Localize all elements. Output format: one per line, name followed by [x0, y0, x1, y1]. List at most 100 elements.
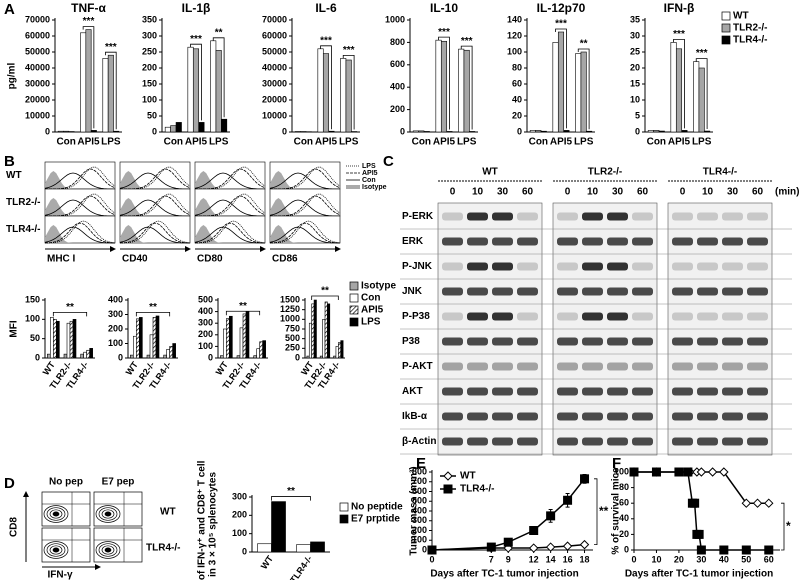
- x-tick-label: API5: [433, 137, 456, 148]
- band: [492, 387, 513, 396]
- histogram: [120, 168, 191, 190]
- bar: [322, 319, 326, 359]
- marker-label: CD40: [122, 254, 148, 265]
- data-point: [579, 539, 590, 550]
- y-tick-label: 1000: [385, 14, 405, 24]
- data-point: [683, 467, 693, 477]
- band: [557, 387, 578, 396]
- histogram: [270, 195, 341, 217]
- band: [442, 362, 463, 371]
- data-point: [741, 498, 752, 508]
- band: [557, 237, 578, 246]
- row-label: TLR2-/-: [6, 197, 40, 208]
- contour: [104, 547, 112, 553]
- marker-label: CD86: [272, 254, 298, 265]
- x-tick-label: Con: [164, 137, 183, 148]
- y-tick-label: 350: [142, 14, 157, 24]
- bar: [226, 318, 230, 359]
- bar: [102, 58, 109, 133]
- band: [557, 212, 578, 221]
- bar: [47, 353, 51, 359]
- time-label: 60: [752, 187, 764, 198]
- legend-label: Con: [362, 177, 376, 184]
- bar: [85, 29, 92, 133]
- y-tick-label: 50000: [262, 46, 287, 56]
- x-tick-label: LPS: [101, 137, 121, 148]
- time-unit: (min): [775, 187, 799, 198]
- x-axis-label: IFN-γ: [48, 570, 73, 580]
- legend-swatch: [349, 281, 359, 291]
- chart-title: IL-6: [315, 1, 337, 15]
- bar: [440, 40, 448, 133]
- bar: [113, 130, 120, 133]
- time-label: 60: [637, 187, 649, 198]
- data-point: [563, 495, 573, 505]
- band: [582, 362, 603, 371]
- band: [607, 437, 628, 446]
- y-tick-label: 20: [630, 62, 640, 72]
- histogram: [194, 226, 265, 244]
- x-tick-label: Con: [529, 137, 548, 148]
- bar: [322, 53, 330, 133]
- y-axis-label: CD8: [9, 517, 20, 537]
- band: [747, 337, 768, 346]
- band: [442, 412, 463, 421]
- band: [517, 237, 538, 246]
- bar: [563, 130, 570, 133]
- panel-label: C: [383, 153, 394, 170]
- bar: [704, 130, 711, 133]
- histogram: [44, 226, 115, 244]
- bar: [57, 130, 64, 133]
- significance-label: ***: [696, 48, 708, 59]
- y-tick-label: 150: [25, 294, 40, 304]
- y-tick-label: 300: [108, 309, 123, 319]
- band: [442, 387, 463, 396]
- band: [697, 387, 718, 396]
- y-tick-label: 200: [108, 323, 123, 333]
- bar: [670, 42, 677, 133]
- legend-label: LPS: [362, 163, 376, 170]
- significance-bracket: [320, 45, 332, 130]
- legend-label: WT: [733, 11, 749, 22]
- band: [517, 362, 538, 371]
- x-tick-label: 40: [719, 554, 729, 564]
- significance-label: *: [786, 519, 791, 533]
- y-tick-label: 20: [512, 110, 522, 120]
- histogram: [269, 199, 340, 217]
- genotype-label: WT: [482, 167, 498, 178]
- time-label: 0: [680, 187, 686, 198]
- chart-title: IFN-β: [664, 1, 695, 15]
- data-point: [528, 543, 539, 553]
- band: [607, 287, 628, 296]
- x-tick-label: 10: [651, 554, 661, 564]
- histogram: [119, 222, 191, 244]
- bar: [164, 126, 171, 133]
- significance-bracket: [271, 496, 311, 501]
- genotype-label: TLR2-/-: [588, 167, 622, 178]
- y-tick-label: 15: [630, 78, 640, 88]
- y-tick-label: 50: [147, 110, 157, 120]
- y-tick-label: 10000: [262, 110, 287, 120]
- x-tick-label: 16: [563, 554, 573, 564]
- band: [442, 237, 463, 246]
- significance-label: **: [321, 286, 329, 297]
- x-tick-label: 60: [764, 554, 774, 564]
- genotype-label: TLR4-/-: [703, 167, 737, 178]
- y-tick-label: 300: [232, 491, 247, 501]
- band: [747, 437, 768, 446]
- panel-label: D: [4, 475, 15, 492]
- band: [517, 212, 538, 221]
- bar: [220, 355, 224, 359]
- data-point: [719, 467, 729, 477]
- y-tick-label: 0: [208, 352, 213, 362]
- band: [697, 412, 718, 421]
- significance-label: ***: [343, 45, 355, 56]
- y-tick-label: 120: [507, 30, 522, 40]
- bar: [107, 54, 114, 133]
- x-tick-label: Con: [647, 137, 666, 148]
- y-tick-label: 60000: [25, 30, 50, 40]
- band: [467, 362, 488, 371]
- bar: [319, 355, 323, 359]
- y-tick-label: 100: [232, 528, 247, 538]
